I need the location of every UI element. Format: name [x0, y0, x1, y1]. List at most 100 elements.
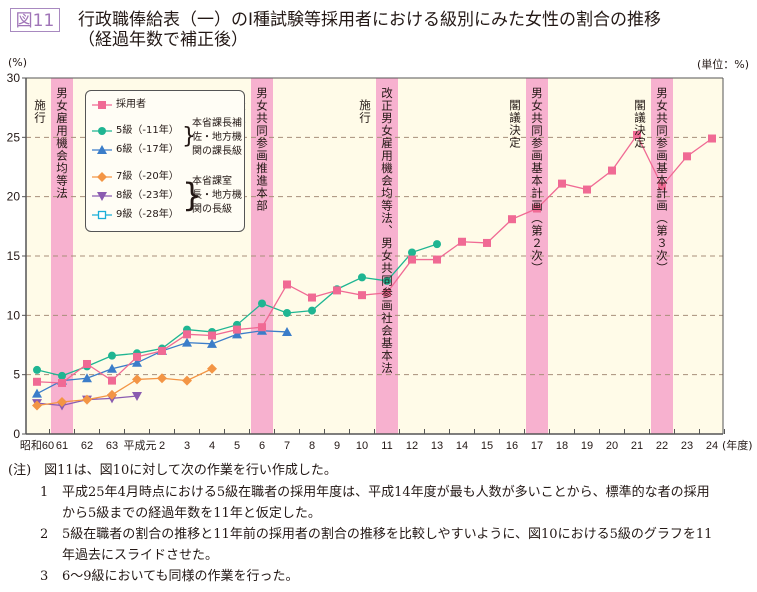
data-point	[232, 329, 242, 339]
x-tick-label: 10	[356, 440, 368, 452]
x-tick-label: 63	[106, 440, 118, 452]
data-point	[533, 204, 541, 213]
legend-item-grade5: 5級（-11年）	[116, 125, 179, 136]
data-point	[608, 166, 616, 175]
event-text-2: 施行	[358, 99, 372, 124]
data-point	[658, 181, 666, 190]
x-tick-label: 8	[309, 440, 315, 452]
legend-item-grade6: 6級（-17年）	[116, 144, 179, 155]
legend-marker	[98, 127, 106, 135]
y-tick-label: 15	[7, 249, 21, 263]
x-axis-suffix: (年度)	[722, 438, 753, 452]
data-point	[82, 394, 92, 405]
y-tick-label: 10	[7, 308, 21, 322]
series-line	[36, 133, 713, 384]
data-point	[433, 255, 441, 264]
data-point	[683, 152, 691, 161]
data-point	[383, 276, 391, 285]
x-tick-label: 62	[81, 440, 93, 452]
legend-item-hires: 採用者	[116, 99, 146, 110]
data-point	[408, 255, 416, 264]
event-text-2: 閣議決定	[633, 99, 647, 149]
data-point	[258, 299, 266, 308]
event-text: 男女共同参画基本計画（第３次）	[655, 87, 669, 275]
legend-item-grade8: 8級（-23年）	[116, 190, 179, 201]
data-point	[132, 392, 142, 402]
x-tick-label: 9	[334, 440, 340, 452]
data-point	[58, 371, 66, 380]
x-tick-label: 7	[284, 440, 290, 452]
data-point	[208, 331, 216, 340]
chart-title: 行政職俸給表（一）のⅠ種試験等採用者における級別にみた女性の割合の推移	[78, 10, 662, 30]
x-tick-label: 昭和60	[20, 439, 54, 452]
data-point	[132, 357, 142, 367]
x-tick-label: 20	[606, 440, 618, 452]
legend-marker	[97, 145, 107, 154]
x-tick-label: 2	[159, 440, 165, 452]
notes-header: (注) 図11は、図10に対して次の作業を行い作成した。	[8, 463, 337, 478]
event-text: 男女共同参画推進本部	[255, 87, 269, 212]
data-point	[508, 215, 516, 224]
data-point	[258, 323, 266, 332]
legend-marker	[98, 101, 106, 109]
x-tick-label: 平成元	[124, 439, 157, 452]
data-point	[282, 326, 292, 336]
legend-item-grade7: 7級（-20年）	[116, 171, 179, 182]
note-number: 3	[40, 569, 49, 584]
x-tick-label: 13	[431, 440, 443, 452]
data-point	[458, 237, 466, 246]
y-tick-label: 25	[7, 130, 21, 144]
y-tick-label: 30	[7, 71, 21, 85]
event-label: 男女共同参画基本計画（第３次） 閣議決定	[633, 87, 673, 275]
data-point	[108, 351, 116, 360]
x-tick-label: 11	[381, 440, 392, 452]
data-point	[207, 363, 217, 374]
data-point	[633, 130, 641, 139]
legend-item-grade9: 9級（-28年）	[116, 209, 179, 220]
data-point	[283, 280, 291, 289]
x-tick-label: 22	[656, 440, 668, 452]
data-point	[58, 378, 66, 387]
data-point	[182, 375, 192, 386]
data-point	[57, 396, 67, 407]
data-point	[358, 273, 366, 282]
note-text-continued: から5級までの経過年数を11年と仮定した。	[62, 506, 321, 521]
data-point	[108, 376, 116, 385]
x-tick-label: 61	[56, 440, 68, 452]
data-point	[708, 134, 716, 143]
legend-brace-1: }	[182, 124, 196, 149]
legend-markers	[92, 101, 112, 220]
event-text-2: 閣議決定	[508, 99, 522, 149]
data-point	[308, 306, 316, 315]
data-point	[358, 291, 366, 300]
data-point	[383, 288, 391, 297]
x-tick-label: 18	[556, 440, 568, 452]
x-tick-label: 14	[456, 440, 468, 452]
x-tick-label: 4	[209, 440, 215, 452]
legend-brace-2: }	[182, 176, 203, 214]
data-point	[107, 389, 117, 400]
y-axis-unit: (%)	[8, 56, 28, 69]
data-point	[133, 352, 141, 361]
legend-group-1: 本省課長補佐・地方機関の課長級	[192, 118, 242, 157]
data-point	[158, 346, 166, 355]
data-point	[183, 330, 191, 339]
y-tick-label: 20	[7, 190, 21, 204]
y-tick-label: 5	[13, 368, 20, 382]
data-point	[233, 325, 241, 334]
data-point	[83, 359, 91, 368]
x-tick-label: 15	[481, 440, 493, 452]
data-point	[107, 363, 117, 373]
event-band	[651, 78, 673, 434]
x-tick-label: 19	[581, 440, 593, 452]
event-text: 男女雇用機会均等法	[55, 87, 69, 200]
event-band	[526, 78, 548, 434]
event-text-2: 施行	[33, 99, 47, 124]
note-text: 5級在職者の割合の推移と11年前の採用者の割合の推移を比較しやすいように、図10…	[62, 527, 713, 542]
event-text: 男女共同参画基本計画（第２次）	[530, 87, 544, 275]
y-tick-label: 0	[13, 427, 20, 441]
event-label: 男女雇用機会均等法 施行	[33, 87, 73, 200]
data-point	[408, 248, 416, 257]
x-tick-label: 24	[706, 440, 718, 452]
data-point	[207, 338, 217, 348]
